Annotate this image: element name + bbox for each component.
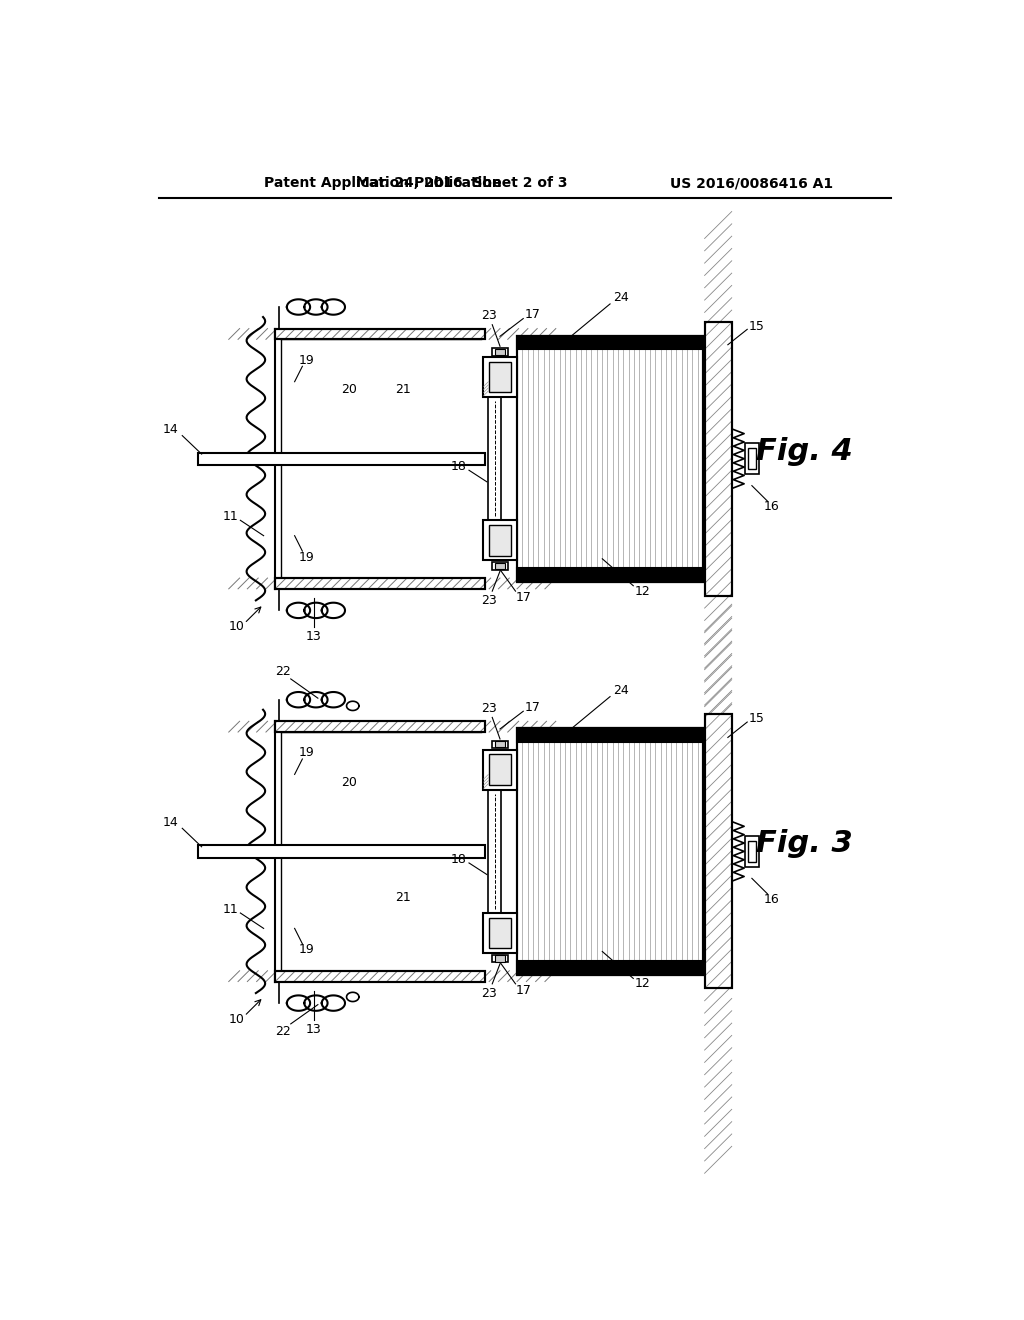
Text: 23: 23 <box>481 702 497 714</box>
Text: 20: 20 <box>341 776 356 788</box>
Text: 19: 19 <box>298 944 314 957</box>
Text: 11: 11 <box>222 903 239 916</box>
Bar <box>493 741 508 748</box>
Text: 23: 23 <box>481 309 497 322</box>
Text: US 2016/0086416 A1: US 2016/0086416 A1 <box>671 176 834 190</box>
Text: 13: 13 <box>306 1023 322 1036</box>
Text: 23: 23 <box>481 594 497 607</box>
Bar <box>275 578 484 589</box>
Bar <box>705 322 732 595</box>
Text: Fig. 4: Fig. 4 <box>756 437 853 466</box>
Text: 24: 24 <box>613 684 629 697</box>
Bar <box>483 358 517 397</box>
Text: 10: 10 <box>228 620 245 634</box>
Bar <box>517 729 703 974</box>
Bar <box>517 729 703 974</box>
Bar <box>275 970 484 982</box>
Bar <box>483 520 517 561</box>
Text: Fig. 3: Fig. 3 <box>756 829 853 858</box>
Text: 17: 17 <box>515 983 531 997</box>
Text: 24: 24 <box>613 292 629 305</box>
Bar <box>495 956 506 961</box>
Bar <box>488 789 501 913</box>
Bar <box>483 913 517 953</box>
Text: 19: 19 <box>298 746 314 759</box>
Bar <box>489 362 511 392</box>
Bar <box>275 970 484 982</box>
Bar <box>744 444 759 474</box>
Bar <box>489 917 511 949</box>
Bar <box>489 755 511 785</box>
Text: 22: 22 <box>275 665 291 677</box>
Text: 17: 17 <box>524 308 541 321</box>
Bar <box>483 750 517 789</box>
Bar <box>275 578 484 589</box>
Text: 10: 10 <box>228 1012 245 1026</box>
Text: 14: 14 <box>163 816 178 829</box>
Text: 16: 16 <box>763 500 779 513</box>
Bar <box>275 721 484 733</box>
Bar <box>748 841 756 862</box>
Bar <box>517 335 703 582</box>
Text: 17: 17 <box>515 591 531 603</box>
Bar <box>275 329 484 339</box>
Bar <box>493 562 508 570</box>
Text: 21: 21 <box>395 891 411 904</box>
Bar <box>198 845 484 858</box>
Bar <box>705 714 732 989</box>
Text: Patent Application Publication: Patent Application Publication <box>263 176 502 190</box>
Text: 12: 12 <box>635 585 650 598</box>
Bar <box>275 721 484 733</box>
Text: 19: 19 <box>298 354 314 367</box>
Text: 18: 18 <box>451 853 467 866</box>
Text: 20: 20 <box>341 383 356 396</box>
Bar <box>748 447 756 470</box>
Bar <box>198 453 484 465</box>
Text: 19: 19 <box>298 550 314 564</box>
Text: 13: 13 <box>306 630 322 643</box>
Text: 23: 23 <box>481 986 497 999</box>
Bar <box>493 954 508 962</box>
Text: 17: 17 <box>524 701 541 714</box>
Bar <box>495 742 506 747</box>
Bar <box>493 348 508 355</box>
Text: 18: 18 <box>451 459 467 473</box>
Text: 11: 11 <box>222 510 239 523</box>
Bar <box>495 348 506 355</box>
Bar <box>488 397 501 520</box>
Text: 16: 16 <box>763 892 779 906</box>
Bar <box>517 335 703 350</box>
Bar <box>275 329 484 339</box>
Bar <box>517 568 703 582</box>
Bar <box>489 525 511 556</box>
Text: 14: 14 <box>163 422 178 436</box>
Text: 15: 15 <box>749 713 765 726</box>
Text: 21: 21 <box>395 383 411 396</box>
Text: 12: 12 <box>635 977 650 990</box>
Text: Mar. 24, 2016  Sheet 2 of 3: Mar. 24, 2016 Sheet 2 of 3 <box>355 176 567 190</box>
Bar <box>517 729 703 742</box>
Bar <box>517 961 703 974</box>
Bar <box>495 562 506 569</box>
Text: 15: 15 <box>749 319 765 333</box>
Bar <box>705 322 732 595</box>
Text: 22: 22 <box>275 1026 291 1038</box>
Bar <box>705 714 732 989</box>
Bar <box>744 836 759 867</box>
Bar <box>517 335 703 582</box>
